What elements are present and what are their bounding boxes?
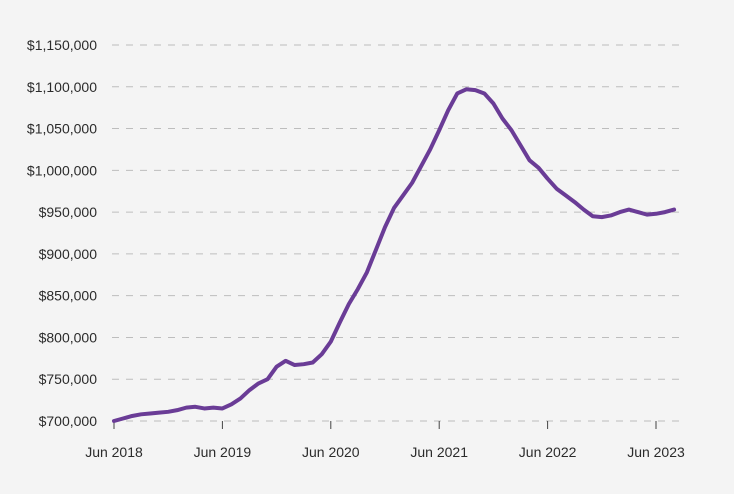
data-point bbox=[428, 147, 432, 151]
data-point bbox=[392, 206, 396, 210]
data-point bbox=[401, 193, 405, 197]
data-point bbox=[446, 108, 450, 112]
data-point bbox=[275, 365, 279, 369]
data-point bbox=[193, 405, 197, 409]
y-tick-label: $1,050,000 bbox=[27, 121, 97, 137]
x-tick-label: Jun 2018 bbox=[85, 444, 143, 460]
data-point bbox=[238, 396, 242, 400]
data-point bbox=[555, 187, 559, 191]
data-point bbox=[509, 128, 513, 132]
data-point bbox=[356, 287, 360, 291]
data-point bbox=[248, 388, 252, 392]
data-point bbox=[121, 416, 125, 420]
data-point bbox=[528, 158, 532, 162]
data-point bbox=[600, 215, 604, 219]
data-point bbox=[383, 225, 387, 229]
data-point bbox=[293, 363, 297, 367]
data-point bbox=[175, 408, 179, 412]
data-point bbox=[410, 181, 414, 185]
data-point bbox=[654, 212, 658, 216]
y-tick-label: $950,000 bbox=[39, 204, 98, 220]
data-point bbox=[672, 208, 676, 212]
data-point bbox=[139, 412, 143, 416]
data-point bbox=[455, 91, 459, 95]
data-point bbox=[573, 200, 577, 204]
x-tick-label: Jun 2023 bbox=[627, 444, 685, 460]
data-point bbox=[148, 411, 152, 415]
data-point bbox=[338, 320, 342, 324]
y-tick-label: $1,000,000 bbox=[27, 162, 97, 178]
data-point bbox=[618, 210, 622, 214]
data-point bbox=[211, 406, 215, 410]
data-point bbox=[645, 213, 649, 217]
y-tick-label: $1,150,000 bbox=[27, 37, 97, 53]
data-point bbox=[229, 402, 233, 406]
y-tick-label: $750,000 bbox=[39, 371, 98, 387]
data-point bbox=[347, 302, 351, 306]
data-point bbox=[482, 91, 486, 95]
data-point bbox=[284, 359, 288, 363]
data-point bbox=[112, 419, 116, 423]
data-point bbox=[464, 87, 468, 91]
data-point bbox=[311, 361, 315, 365]
data-point bbox=[374, 248, 378, 252]
data-point bbox=[537, 166, 541, 170]
data-point bbox=[130, 414, 134, 418]
grid-layer bbox=[112, 44, 686, 422]
data-point bbox=[419, 164, 423, 168]
data-point bbox=[591, 214, 595, 218]
data-point bbox=[184, 406, 188, 410]
data-point bbox=[220, 406, 224, 410]
data-point bbox=[491, 101, 495, 105]
y-tick-label: $900,000 bbox=[39, 246, 98, 262]
x-tick-label: Jun 2020 bbox=[302, 444, 360, 460]
data-point bbox=[663, 210, 667, 214]
data-point bbox=[609, 213, 613, 217]
data-point bbox=[329, 340, 333, 344]
y-tick-label: $850,000 bbox=[39, 288, 98, 304]
data-point bbox=[546, 177, 550, 181]
data-point bbox=[500, 117, 504, 121]
data-point bbox=[166, 410, 170, 414]
x-tick-label: Jun 2022 bbox=[519, 444, 577, 460]
y-tick-label: $1,100,000 bbox=[27, 79, 97, 95]
data-point bbox=[473, 88, 477, 92]
series-layer bbox=[112, 87, 677, 423]
y-tick-label: $700,000 bbox=[39, 413, 98, 429]
x-axis: Jun 2018 Jun 2019 Jun 2020 Jun 2021 Jun 2022… bbox=[85, 421, 685, 460]
data-point bbox=[582, 208, 586, 212]
y-axis: $700,000 $750,000 $800,000 $850,000 $900,000… bbox=[27, 37, 97, 429]
x-tick-label: Jun 2021 bbox=[410, 444, 468, 460]
data-point bbox=[320, 352, 324, 356]
data-point bbox=[302, 362, 306, 366]
data-point bbox=[627, 208, 631, 212]
data-point bbox=[266, 377, 270, 381]
y-tick-label: $800,000 bbox=[39, 329, 98, 345]
data-point bbox=[519, 143, 523, 147]
data-point bbox=[157, 411, 161, 415]
data-point bbox=[636, 210, 640, 214]
series-line bbox=[112, 87, 677, 423]
data-point bbox=[437, 128, 441, 132]
x-tick-label: Jun 2019 bbox=[194, 444, 252, 460]
data-point bbox=[564, 193, 568, 197]
data-point bbox=[365, 270, 369, 274]
data-point bbox=[257, 381, 261, 385]
data-point bbox=[202, 406, 206, 410]
